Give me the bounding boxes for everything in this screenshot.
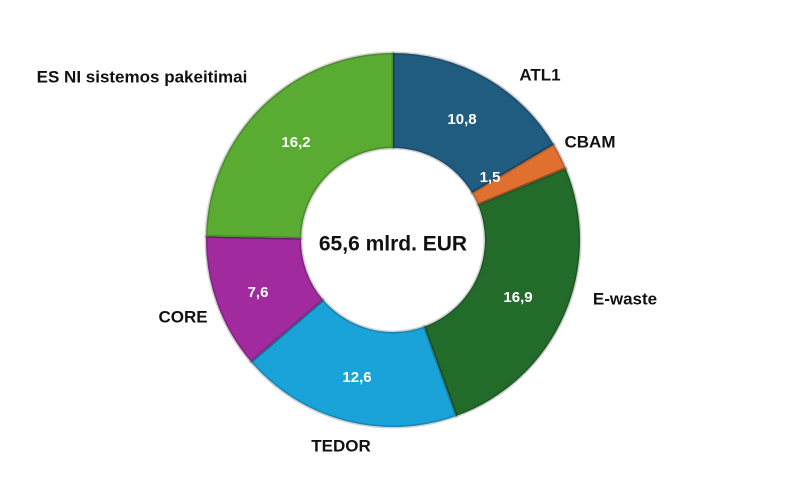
category-label: ES NI sistemos pakeitimai [37, 67, 248, 86]
value-label: 16,2 [281, 134, 310, 151]
slice [204, 51, 395, 240]
value-label: 16,9 [503, 289, 532, 306]
category-label: TEDOR [311, 436, 371, 455]
slice [204, 234, 326, 364]
value-label: 7,6 [248, 284, 269, 301]
slice [391, 51, 556, 196]
value-label: 1,5 [480, 169, 501, 186]
category-label: CBAM [565, 132, 616, 151]
value-label: 12,6 [342, 369, 371, 386]
slice [422, 166, 582, 418]
category-label: ATL1 [519, 65, 560, 84]
value-label: 10,8 [447, 111, 476, 128]
slice [248, 297, 459, 429]
slice [470, 142, 568, 207]
category-label: CORE [158, 307, 207, 326]
center-label: 65,6 mlrd. EUR [319, 233, 467, 256]
category-label: E-waste [593, 289, 657, 308]
